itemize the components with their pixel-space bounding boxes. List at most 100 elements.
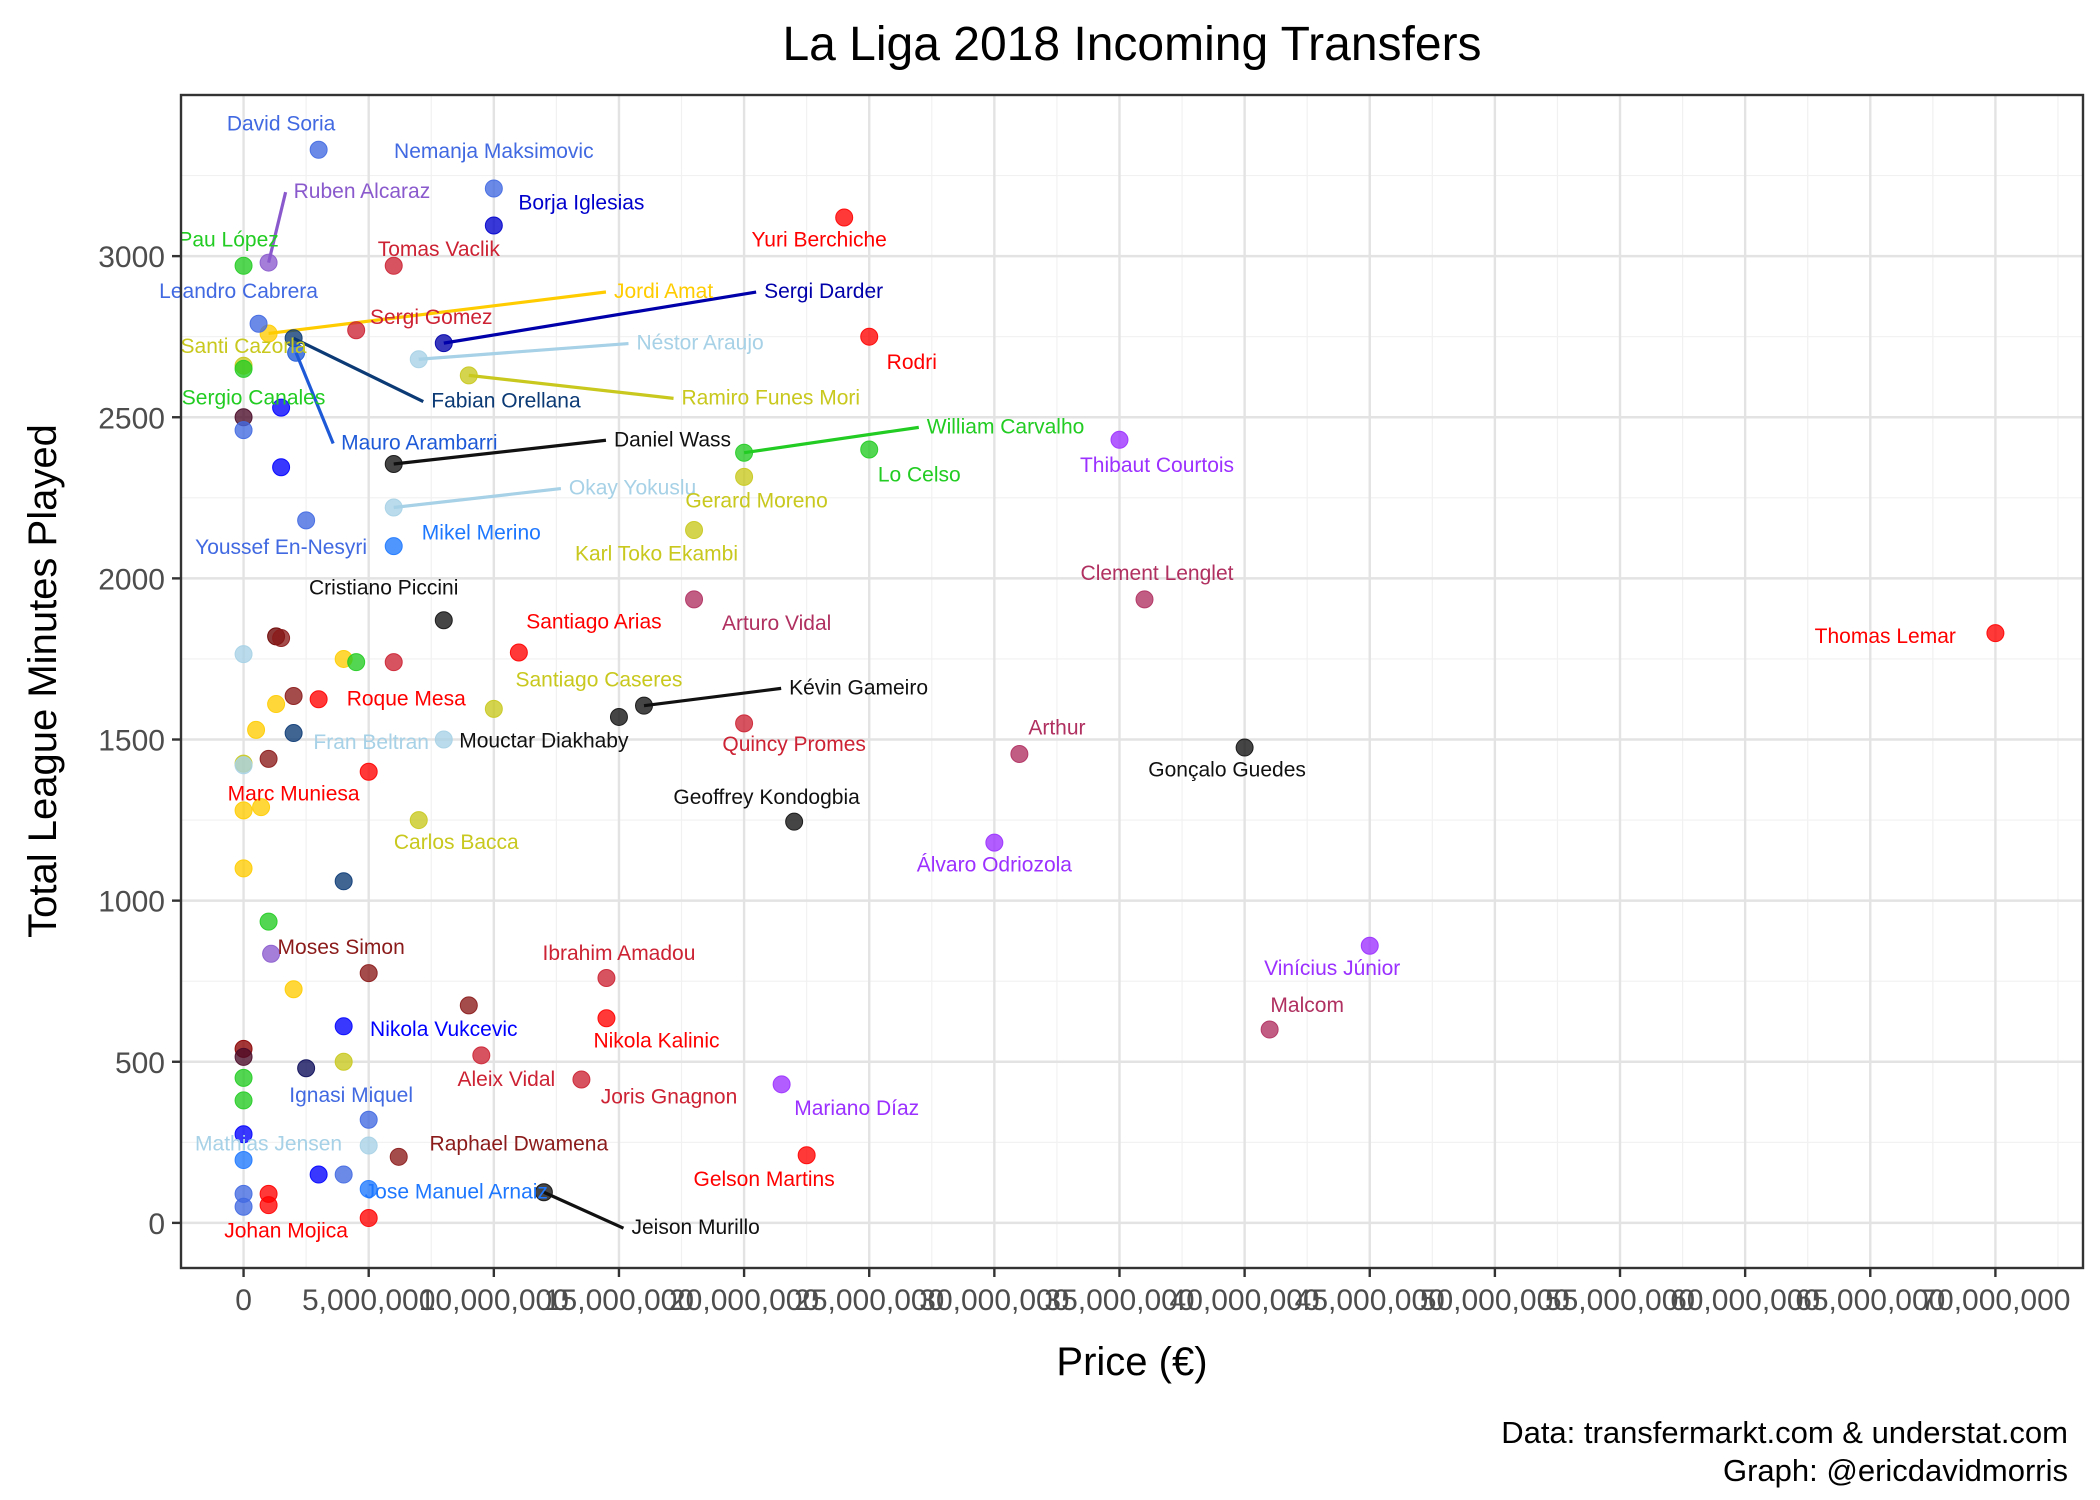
- x-tick-label: 15,000,000: [544, 1284, 694, 1317]
- data-point: [259, 912, 278, 931]
- point-label: Álvaro Odriozola: [917, 854, 1073, 877]
- data-point: [409, 811, 428, 830]
- data-point: [284, 724, 303, 743]
- x-tick-label: 65,000,000: [1795, 1284, 1945, 1317]
- point-label: David Soria: [227, 112, 336, 135]
- point-label: Nikola Kalinic: [593, 1029, 719, 1052]
- point-label: Tomas Vaclik: [378, 238, 501, 261]
- data-point: [597, 968, 616, 987]
- y-axis-ticks: 0 500 1000 1500 2000 2500 3000: [98, 241, 181, 1241]
- data-point: [334, 872, 353, 891]
- data-point: [259, 1196, 278, 1215]
- plot-panel-border: [179, 93, 2085, 1270]
- data-point: [572, 1070, 591, 1089]
- point-label: Jose Manuel Arnaiz: [365, 1181, 548, 1204]
- data-point: [772, 1075, 791, 1094]
- data-point: [359, 1136, 378, 1155]
- point-label: Youssef En-Nesyri: [195, 536, 367, 559]
- point-label: Raphael Dwamena: [430, 1132, 609, 1155]
- label-connector-line: [468, 373, 674, 400]
- point-label: Johan Mojica: [224, 1219, 348, 1242]
- data-point: [334, 1165, 353, 1184]
- data-point: [272, 628, 291, 647]
- point-label: Carlos Bacca: [394, 831, 519, 854]
- data-point: [835, 208, 854, 227]
- data-point: [234, 1125, 253, 1144]
- point-label: Yuri Berchiche: [751, 228, 886, 251]
- point-label: Okay Yokuslu: [569, 477, 696, 500]
- point-label: Clement Lenglet: [1081, 562, 1234, 585]
- point-label: Quincy Promes: [722, 733, 866, 756]
- point-label: Mauro Arambarri: [341, 431, 497, 454]
- point-label: Arturo Vidal: [722, 612, 831, 635]
- data-point: [234, 756, 253, 775]
- point-label: Fabian Orellana: [431, 390, 581, 413]
- data-point: [459, 996, 478, 1015]
- y-tick-label: 1000: [98, 886, 165, 919]
- point-label: Nemanja Maksimovic: [394, 140, 594, 163]
- data-point: [262, 944, 281, 963]
- x-tick-label: 45,000,000: [1295, 1284, 1445, 1317]
- data-point: [459, 366, 478, 385]
- x-axis-title: Price (€): [1056, 1340, 1207, 1384]
- data-point: [785, 812, 804, 831]
- point-label: Santi Cazorla: [181, 335, 307, 358]
- point-label: Cristiano Piccini: [309, 576, 458, 599]
- x-tick-label: 35,000,000: [1044, 1284, 1194, 1317]
- data-point: [384, 454, 403, 473]
- chart-title: La Liga 2018 Incoming Transfers: [782, 18, 1481, 71]
- data-point: [634, 696, 653, 715]
- point-label: Fran Beltran: [313, 731, 429, 754]
- point-label: Ibrahim Amadou: [542, 942, 695, 965]
- y-tick-label: 500: [115, 1047, 165, 1080]
- data-point: [259, 253, 278, 272]
- point-label: Jordi Amat: [614, 280, 713, 303]
- point-label: Ruben Alcaraz: [294, 180, 431, 203]
- data-point: [484, 179, 503, 198]
- label-connector-line: [393, 438, 607, 466]
- data-point: [347, 321, 366, 340]
- data-point: [272, 398, 291, 417]
- label-connector-line: [543, 1190, 625, 1230]
- data-point: [1260, 1020, 1279, 1039]
- label-connector-line: [267, 191, 288, 263]
- data-point: [534, 1183, 553, 1202]
- data-point: [334, 1052, 353, 1071]
- label-connectors: [267, 191, 920, 1230]
- label-connector-line: [268, 290, 607, 336]
- x-tick-label: 5,000,000: [302, 1284, 435, 1317]
- point-label: Geoffrey Kondogbia: [673, 786, 860, 809]
- point-label: Sergi Gomez: [370, 306, 493, 329]
- data-point: [860, 327, 879, 346]
- y-tick-label: 2000: [98, 563, 165, 596]
- point-label: Arthur: [1028, 717, 1085, 740]
- data-point: [259, 749, 278, 768]
- point-label: Nikola Vukcevic: [370, 1018, 517, 1041]
- label-connector-line: [443, 290, 757, 345]
- data-point: [272, 458, 291, 477]
- data-point: [247, 720, 266, 739]
- data-point: [309, 1165, 328, 1184]
- data-point: [234, 801, 253, 820]
- point-label: Borja Iglesias: [518, 191, 644, 214]
- point-label: Mouctar Diakhaby: [459, 730, 629, 753]
- y-tick-label: 3000: [98, 241, 165, 274]
- point-label: Thomas Lemar: [1815, 625, 1956, 648]
- point-label: Gelson Martins: [694, 1168, 835, 1191]
- point-label: Malcom: [1270, 994, 1344, 1017]
- label-connector-line: [418, 341, 629, 361]
- point-label: Daniel Wass: [614, 428, 731, 451]
- x-tick-label: 20,000,000: [669, 1284, 819, 1317]
- data-point: [249, 314, 268, 333]
- point-label: Moses Simon: [278, 936, 405, 959]
- data-point: [234, 859, 253, 878]
- point-label: Kévin Gameiro: [789, 676, 928, 699]
- data-point: [735, 714, 754, 733]
- data-point: [359, 964, 378, 983]
- label-connector-line: [643, 686, 782, 708]
- x-tick-label: 60,000,000: [1670, 1284, 1820, 1317]
- data-point: [735, 443, 754, 462]
- data-point: [284, 687, 303, 706]
- data-point: [347, 653, 366, 672]
